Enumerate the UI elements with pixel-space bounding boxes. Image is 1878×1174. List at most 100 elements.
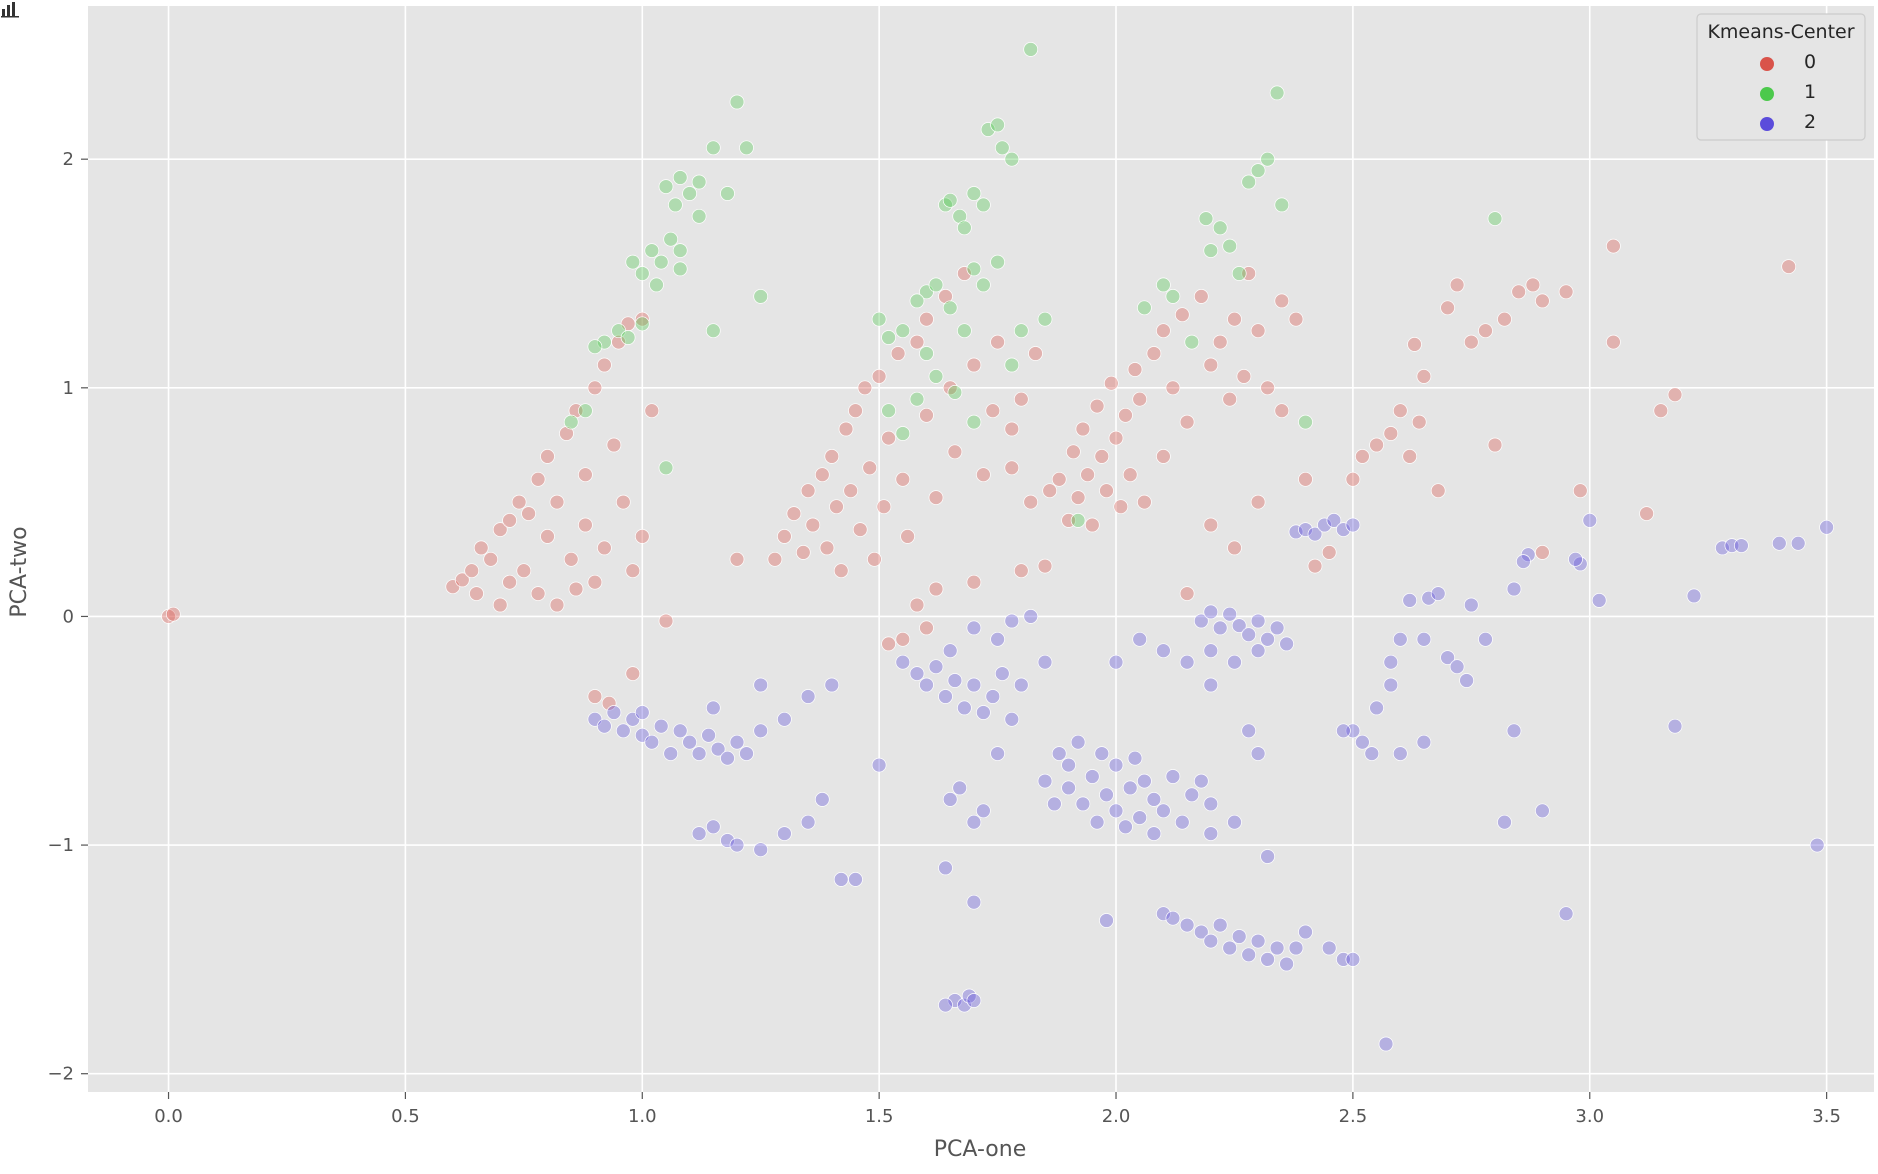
scatter-point-cluster-2 <box>1212 917 1228 933</box>
scatter-point-cluster-1 <box>578 403 593 419</box>
scatter-point-cluster-1 <box>672 243 688 258</box>
scatter-point-cluster-2 <box>777 826 792 841</box>
scatter-point-cluster-0 <box>1463 334 1479 350</box>
scatter-point-cluster-2 <box>615 723 631 739</box>
scatter-point-cluster-0 <box>597 357 612 373</box>
scatter-point-cluster-2 <box>1094 746 1110 761</box>
scatter-point-cluster-0 <box>540 529 555 544</box>
scatter-point-cluster-0 <box>900 529 915 544</box>
scatter-point-cluster-2 <box>1037 654 1053 670</box>
scatter-point-cluster-2 <box>653 718 669 734</box>
scatter-point-cluster-0 <box>625 563 641 579</box>
scatter-point-cluster-0 <box>634 311 650 327</box>
scatter-point-cluster-2 <box>1317 517 1332 533</box>
scatter-point-cluster-1 <box>952 208 968 224</box>
scatter-point-cluster-0 <box>777 529 792 544</box>
scatter-point-cluster-0 <box>549 494 565 510</box>
scatter-point-cluster-2 <box>895 654 911 670</box>
scatter-point-cluster-2 <box>1421 590 1437 606</box>
scatter-point-cluster-2 <box>1279 636 1294 652</box>
scatter-point-cluster-2 <box>1506 581 1522 597</box>
scatter-point-cluster-0 <box>530 471 546 487</box>
scatter-point-cluster-2 <box>1231 618 1247 633</box>
scatter-point-cluster-2 <box>938 860 953 876</box>
scatter-point-cluster-0 <box>1274 293 1290 309</box>
x-ticks: 0.0 0.5 1.0 1.5 2.0 2.5 3.0 3.5 <box>154 1092 1841 1127</box>
x-tick-label: 0.0 <box>154 1106 183 1127</box>
scatter-point-cluster-2 <box>1260 631 1275 647</box>
scatter-point-cluster-2 <box>1250 746 1266 761</box>
scatter-point-cluster-1 <box>1004 357 1020 373</box>
scatter-point-cluster-1 <box>1269 85 1285 101</box>
scatter-point-cluster-0 <box>1179 586 1195 601</box>
scatter-point-cluster-0 <box>895 471 911 487</box>
scatter-point-cluster-0 <box>819 540 835 556</box>
scatter-point-cluster-2 <box>729 734 745 750</box>
scatter-point-cluster-2 <box>1156 803 1171 819</box>
scatter-point-cluster-2 <box>720 750 735 766</box>
scatter-point-cluster-0 <box>919 311 934 327</box>
scatter-point-cluster-2 <box>1156 643 1171 659</box>
scatter-point-cluster-0 <box>578 467 593 483</box>
scatter-point-cluster-1 <box>597 334 612 350</box>
scatter-point-cluster-1 <box>871 311 887 327</box>
scatter-point-cluster-2 <box>1535 803 1550 819</box>
scatter-point-cluster-0 <box>1103 375 1119 391</box>
scatter-point-cluster-0 <box>1535 293 1550 309</box>
scatter-point-cluster-2 <box>1516 554 1531 569</box>
scatter-point-cluster-2 <box>1269 620 1285 636</box>
chart-icon[interactable] <box>0 0 22 18</box>
scatter-point-cluster-1 <box>634 316 650 332</box>
scatter-point-cluster-2 <box>1037 773 1053 789</box>
scatter-point-cluster-2 <box>848 872 863 887</box>
scatter-point-cluster-2 <box>1222 606 1238 622</box>
scatter-point-cluster-2 <box>1591 593 1607 608</box>
scatter-point-cluster-0 <box>502 574 517 590</box>
scatter-point-cluster-2 <box>1392 746 1408 761</box>
scatter-point-cluster-1 <box>957 323 972 339</box>
scatter-point-cluster-2 <box>1288 524 1304 540</box>
scatter-point-cluster-1 <box>928 277 944 293</box>
scatter-point-cluster-2 <box>1146 792 1162 807</box>
scatter-point-cluster-2 <box>1193 613 1209 629</box>
scatter-point-cluster-0 <box>829 499 844 515</box>
scatter-point-cluster-0 <box>767 551 783 567</box>
scatter-point-cluster-0 <box>1288 311 1304 327</box>
scatter-point-cluster-2 <box>663 746 679 761</box>
scatter-point-cluster-2 <box>871 757 887 773</box>
scatter-point-cluster-0 <box>530 586 546 601</box>
scatter-point-cluster-2 <box>1326 513 1342 528</box>
x-tick-label: 2.5 <box>1339 1106 1368 1127</box>
scatter-point-cluster-0 <box>483 551 499 567</box>
scatter-point-cluster-2 <box>985 689 1001 704</box>
scatter-point-cluster-0 <box>1118 407 1133 423</box>
y-tick-label: 1 <box>63 378 74 399</box>
legend-marker-0 <box>1760 57 1774 71</box>
scatter-point-cluster-2 <box>1137 773 1152 789</box>
scatter-point-cluster-2 <box>1165 769 1181 784</box>
scatter-point-cluster-0 <box>1122 467 1138 483</box>
scatter-point-cluster-0 <box>1558 284 1574 300</box>
scatter-point-cluster-2 <box>1165 910 1181 926</box>
scatter-point-cluster-2 <box>1122 780 1138 796</box>
scatter-point-cluster-2 <box>1321 940 1337 956</box>
scatter-point-cluster-0 <box>1298 471 1313 487</box>
scatter-point-cluster-2 <box>966 814 982 830</box>
scatter-point-cluster-1 <box>1156 277 1171 293</box>
scatter-point-cluster-0 <box>881 430 896 446</box>
scatter-point-cluster-0 <box>1179 414 1195 430</box>
scatter-point-cluster-0 <box>876 499 892 515</box>
scatter-point-cluster-1 <box>753 289 769 304</box>
scatter-point-cluster-2 <box>1383 677 1399 693</box>
scatter-point-cluster-1 <box>705 140 721 156</box>
scatter-point-cluster-2 <box>729 837 745 853</box>
scatter-point-cluster-0 <box>928 581 944 597</box>
scatter-point-cluster-0 <box>1080 467 1095 483</box>
scatter-point-cluster-2 <box>753 842 769 858</box>
scatter-point-cluster-2 <box>1667 718 1683 734</box>
scatter-point-cluster-0 <box>601 695 617 711</box>
scatter-point-cluster-1 <box>691 174 707 190</box>
scatter-point-cluster-2 <box>1355 734 1370 750</box>
scatter-point-cluster-2 <box>1099 913 1114 928</box>
scatter-point-cluster-2 <box>1013 677 1029 693</box>
